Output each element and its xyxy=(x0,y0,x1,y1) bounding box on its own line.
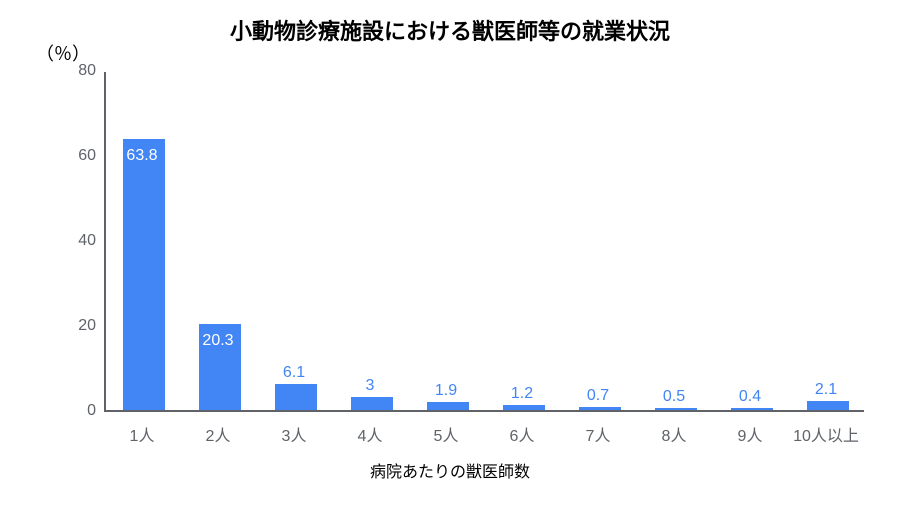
bar xyxy=(275,384,318,410)
bar-value-label: 0.7 xyxy=(587,387,609,405)
x-tick-label: 4人 xyxy=(358,422,383,446)
bar xyxy=(655,408,698,410)
chart-container: 小動物診療施設における獣医師等の就業状況 （％） 病院あたりの獣医師数 0204… xyxy=(0,0,900,506)
x-tick-label: 10人以上 xyxy=(793,422,859,446)
bar-value-label: 3 xyxy=(366,377,375,395)
x-tick-label: 7人 xyxy=(586,422,611,446)
y-tick-label: 40 xyxy=(56,232,96,250)
bar-value-label: 0.4 xyxy=(739,388,761,406)
x-tick-label: 9人 xyxy=(738,422,763,446)
bar xyxy=(807,401,850,410)
bar xyxy=(731,408,774,410)
x-tick-label: 5人 xyxy=(434,422,459,446)
bar xyxy=(503,405,546,410)
y-tick-label: 0 xyxy=(56,402,96,420)
bar xyxy=(427,402,470,410)
chart-title: 小動物診療施設における獣医師等の就業状況 xyxy=(0,14,900,46)
x-tick-label: 2人 xyxy=(206,422,231,446)
bar-value-label: 6.1 xyxy=(283,364,305,382)
y-tick-label: 80 xyxy=(56,62,96,80)
x-tick-label: 3人 xyxy=(282,422,307,446)
bar xyxy=(351,397,394,410)
bar-value-label: 1.9 xyxy=(435,382,457,400)
y-tick-label: 20 xyxy=(56,317,96,335)
bar-value-label: 63.8 xyxy=(126,147,157,165)
plot-area xyxy=(104,72,864,412)
bar xyxy=(123,139,166,410)
y-tick-label: 60 xyxy=(56,147,96,165)
bar xyxy=(579,407,622,410)
x-tick-label: 1人 xyxy=(130,422,155,446)
bar-value-label: 20.3 xyxy=(202,332,233,350)
x-tick-label: 6人 xyxy=(510,422,535,446)
bar-value-label: 2.1 xyxy=(815,381,837,399)
x-tick-label: 8人 xyxy=(662,422,687,446)
bar-value-label: 1.2 xyxy=(511,385,533,403)
x-axis-title: 病院あたりの獣医師数 xyxy=(0,458,900,482)
bar-value-label: 0.5 xyxy=(663,388,685,406)
